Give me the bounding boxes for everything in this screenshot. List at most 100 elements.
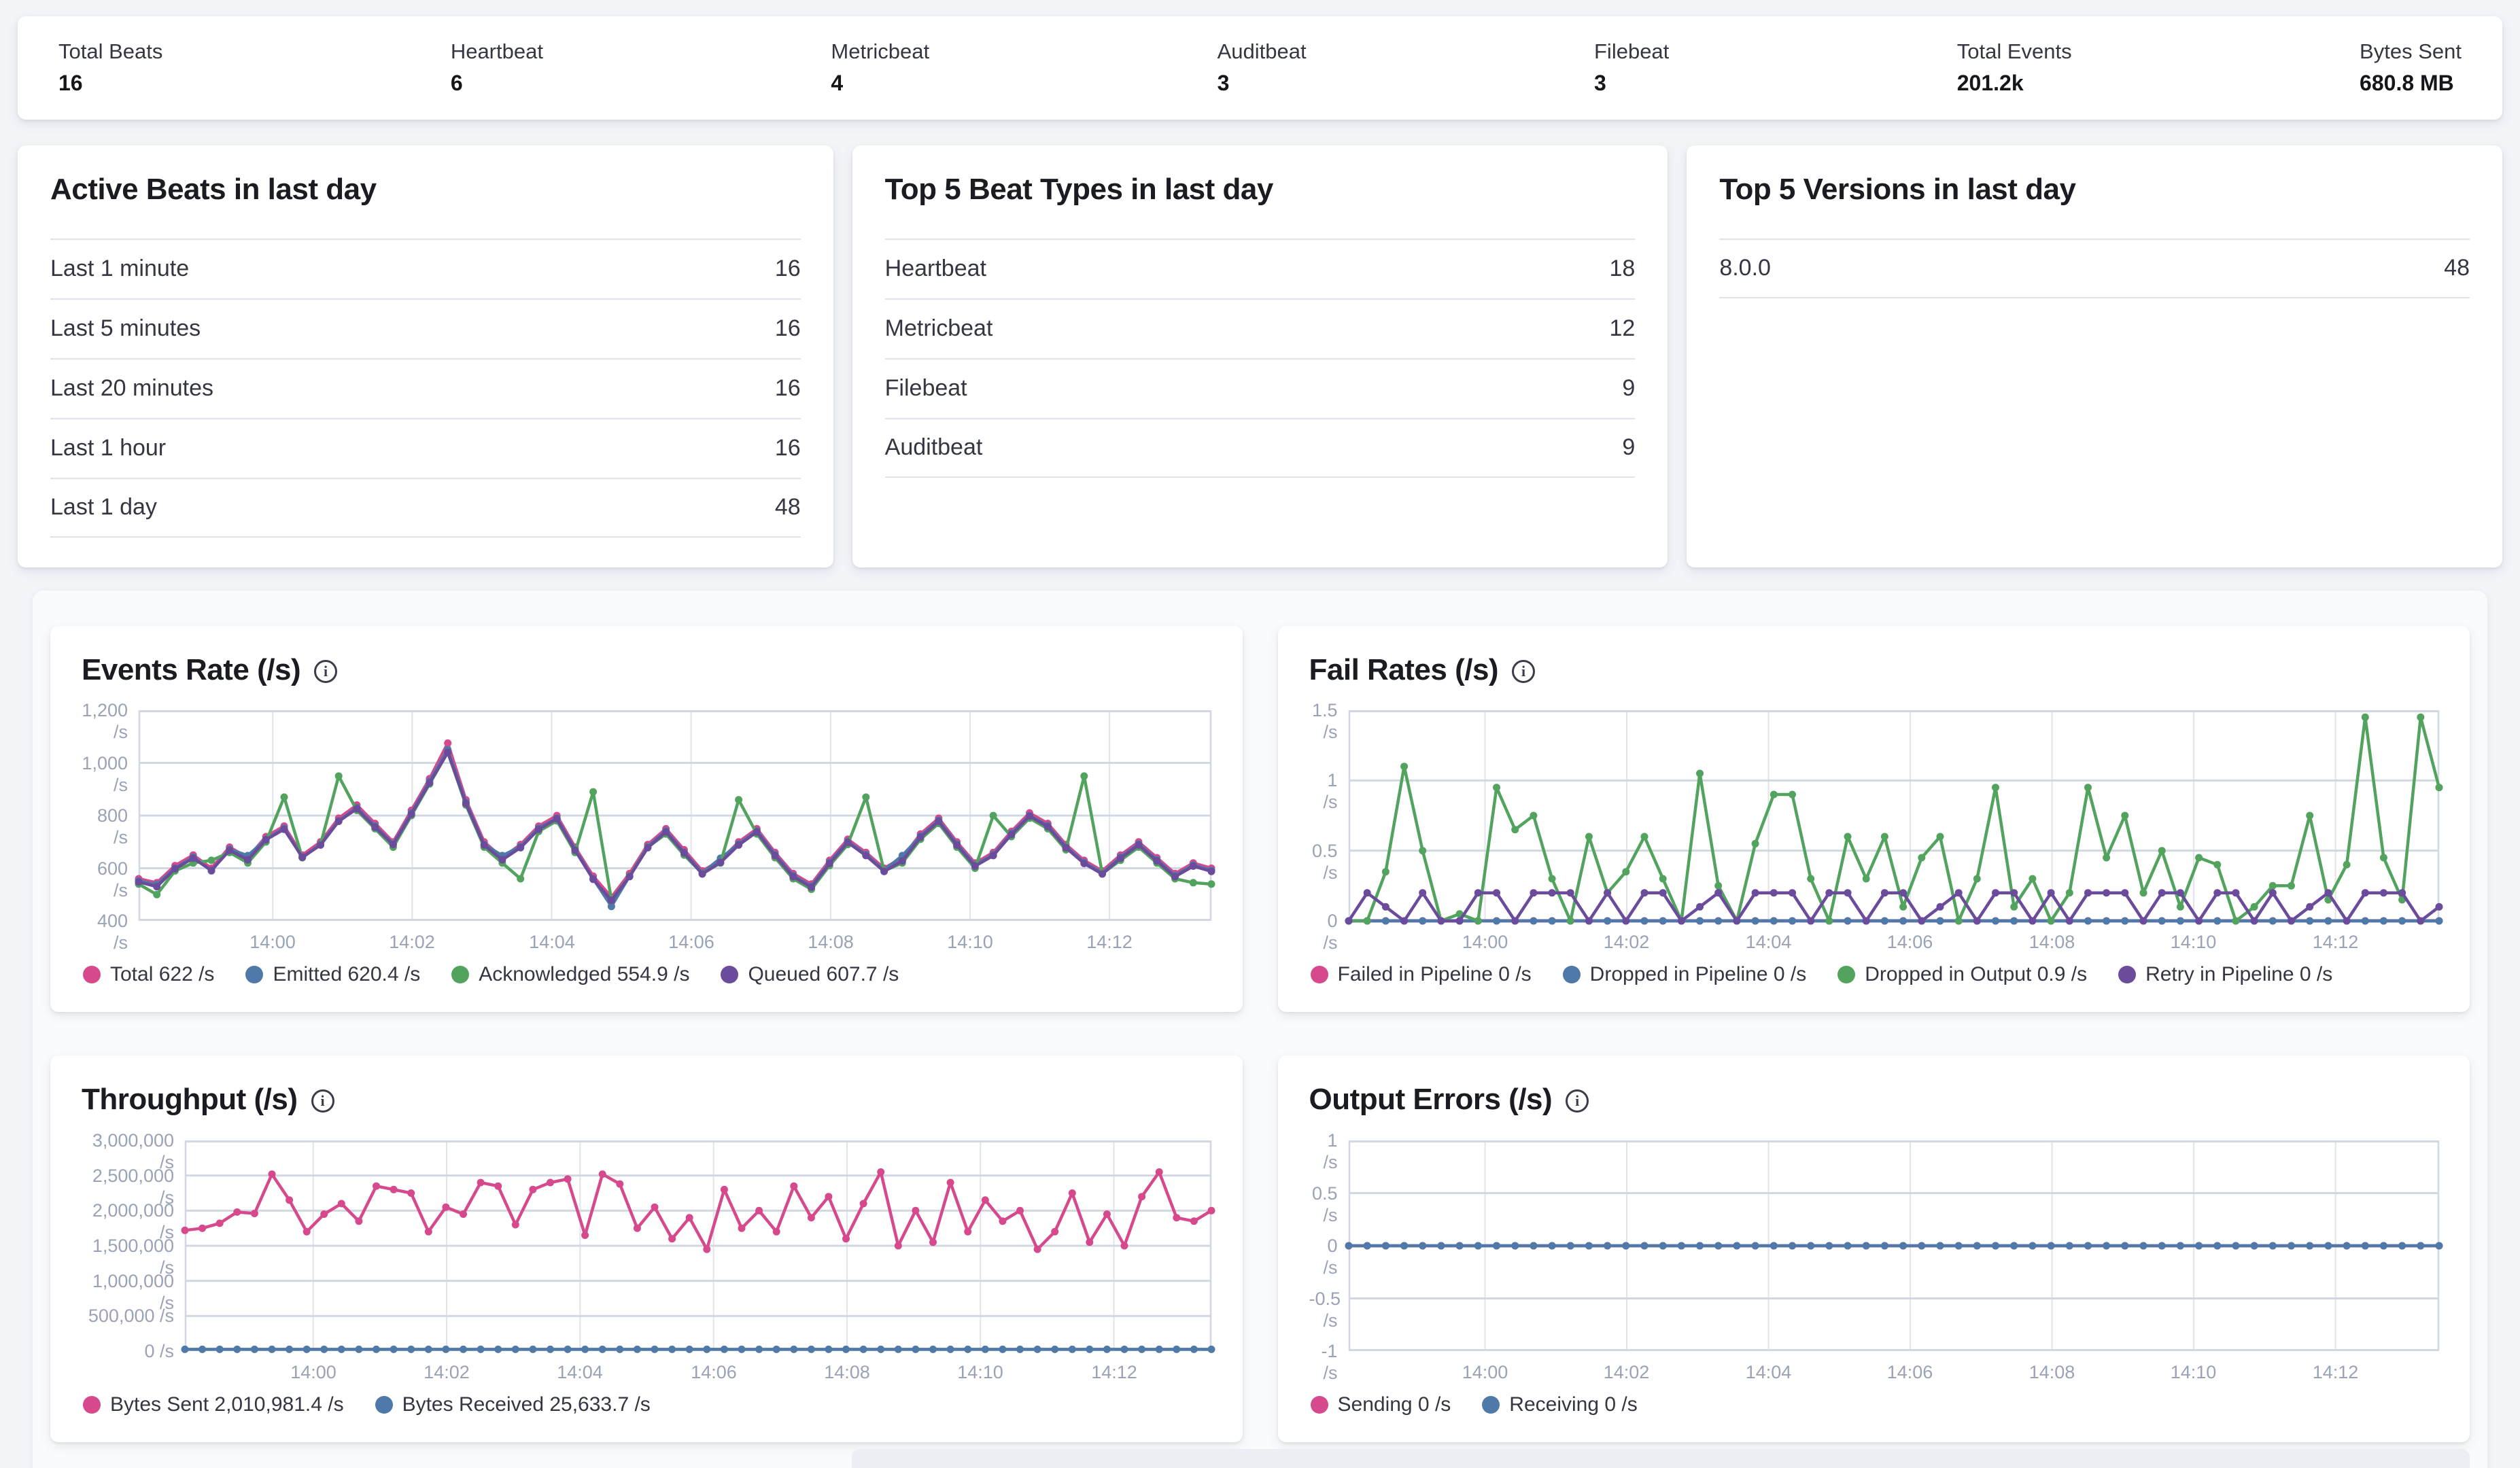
data-point — [1732, 1242, 1740, 1250]
data-point — [1138, 1345, 1146, 1353]
data-point — [1511, 826, 1519, 834]
stat-label: Total Events — [1956, 39, 2072, 64]
data-point — [1116, 854, 1124, 862]
data-point — [1991, 889, 1999, 897]
info-icon[interactable]: i — [314, 659, 338, 683]
data-point — [1120, 1345, 1128, 1353]
data-point — [2287, 881, 2295, 890]
data-point — [1751, 917, 1759, 925]
data-point — [2102, 917, 2110, 925]
table-row: 8.0.0 48 — [1719, 238, 2470, 298]
data-point — [755, 1345, 763, 1353]
data-point — [1751, 1242, 1759, 1250]
data-point — [1695, 917, 1704, 925]
data-point — [317, 841, 324, 850]
data-point — [1190, 1345, 1198, 1353]
data-point — [1529, 889, 1537, 897]
x-axis-label: 14:06 — [1886, 1361, 1933, 1382]
legend-item: Dropped in Pipeline 0 /s — [1562, 963, 1806, 986]
info-icon[interactable]: i — [1512, 659, 1536, 683]
data-point — [571, 846, 579, 854]
data-point — [462, 799, 470, 807]
data-point — [662, 828, 670, 836]
data-point — [1844, 917, 1851, 925]
data-point — [2343, 860, 2351, 869]
data-point — [929, 1345, 937, 1353]
data-point — [1492, 889, 1500, 897]
data-point — [2213, 1242, 2221, 1250]
data-point — [233, 1208, 241, 1216]
data-point — [1155, 1345, 1163, 1353]
data-point — [698, 870, 706, 878]
data-point — [1844, 833, 1851, 841]
data-point — [1418, 889, 1426, 897]
data-point — [407, 1345, 415, 1353]
data-point — [807, 1213, 815, 1221]
chart-canvas[interactable] — [181, 1140, 1215, 1353]
info-icon[interactable]: i — [1566, 1089, 1589, 1113]
data-point — [534, 825, 542, 833]
x-axis-label: 14:00 — [290, 1361, 336, 1382]
data-point — [215, 1219, 224, 1227]
row-value: 16 — [774, 256, 801, 282]
legend-item: Sending 0 /s — [1310, 1393, 1451, 1416]
data-point — [1051, 1227, 1059, 1236]
data-point — [859, 1345, 867, 1353]
data-point — [1973, 875, 1981, 883]
data-point — [616, 1345, 624, 1353]
data-point — [1936, 917, 1944, 925]
chart-canvas[interactable] — [1345, 710, 2443, 925]
data-point — [1880, 917, 1888, 925]
legend-item: Emitted 620.4 /s — [245, 963, 420, 986]
chart-svg[interactable] — [1345, 1140, 2443, 1351]
data-point — [1585, 917, 1593, 925]
info-icon[interactable]: i — [311, 1089, 334, 1113]
data-point — [1659, 1242, 1667, 1250]
data-point — [215, 1345, 224, 1353]
legend-dot — [1310, 1395, 1328, 1414]
data-point — [1135, 841, 1143, 850]
data-point — [789, 873, 797, 881]
data-point — [2047, 889, 2055, 897]
y-axis-label: -1 /s — [1321, 1340, 1338, 1383]
chart-svg[interactable] — [1345, 710, 2443, 925]
x-axis-label: 14:06 — [668, 932, 714, 953]
data-point — [2379, 1242, 2387, 1250]
data-point — [753, 828, 761, 836]
legend-dot — [1310, 966, 1328, 984]
chart-svg[interactable] — [135, 710, 1215, 922]
data-point — [2158, 917, 2166, 925]
data-point — [2305, 1242, 2313, 1250]
y-axis-label: 1,200 /s — [82, 700, 128, 743]
data-point — [373, 1182, 380, 1190]
chart-canvas[interactable] — [135, 710, 1215, 922]
y-axis-label: 2,000,000 /s — [92, 1200, 174, 1242]
data-point — [1511, 1242, 1519, 1250]
row-value: 18 — [1609, 256, 1636, 282]
data-point — [298, 853, 307, 861]
data-point — [1548, 917, 1556, 925]
x-axis-label: 14:10 — [2170, 1361, 2217, 1382]
data-point — [616, 1180, 624, 1188]
chart-title: Events Rate (/s) — [82, 652, 301, 686]
data-point — [320, 1345, 328, 1353]
chart-svg[interactable] — [181, 1140, 1215, 1353]
data-point — [494, 1345, 502, 1353]
data-point — [1770, 917, 1778, 925]
data-point — [771, 852, 779, 860]
x-axis-label: 14:10 — [2170, 932, 2217, 953]
chart-canvas[interactable] — [1345, 1140, 2443, 1351]
data-point — [2176, 917, 2184, 925]
x-axis-label: 14:08 — [2029, 1361, 2075, 1382]
data-point — [2398, 1242, 2406, 1250]
data-point — [607, 896, 615, 905]
data-point — [337, 1345, 345, 1353]
data-point — [2305, 903, 2313, 911]
data-point — [581, 1231, 589, 1239]
stat-value: 6 — [450, 71, 463, 96]
data-point — [2047, 917, 2055, 925]
data-point — [964, 1227, 972, 1236]
stat-value: 680.8 MB — [2360, 71, 2454, 96]
data-point — [494, 1182, 502, 1190]
data-point — [553, 815, 561, 823]
